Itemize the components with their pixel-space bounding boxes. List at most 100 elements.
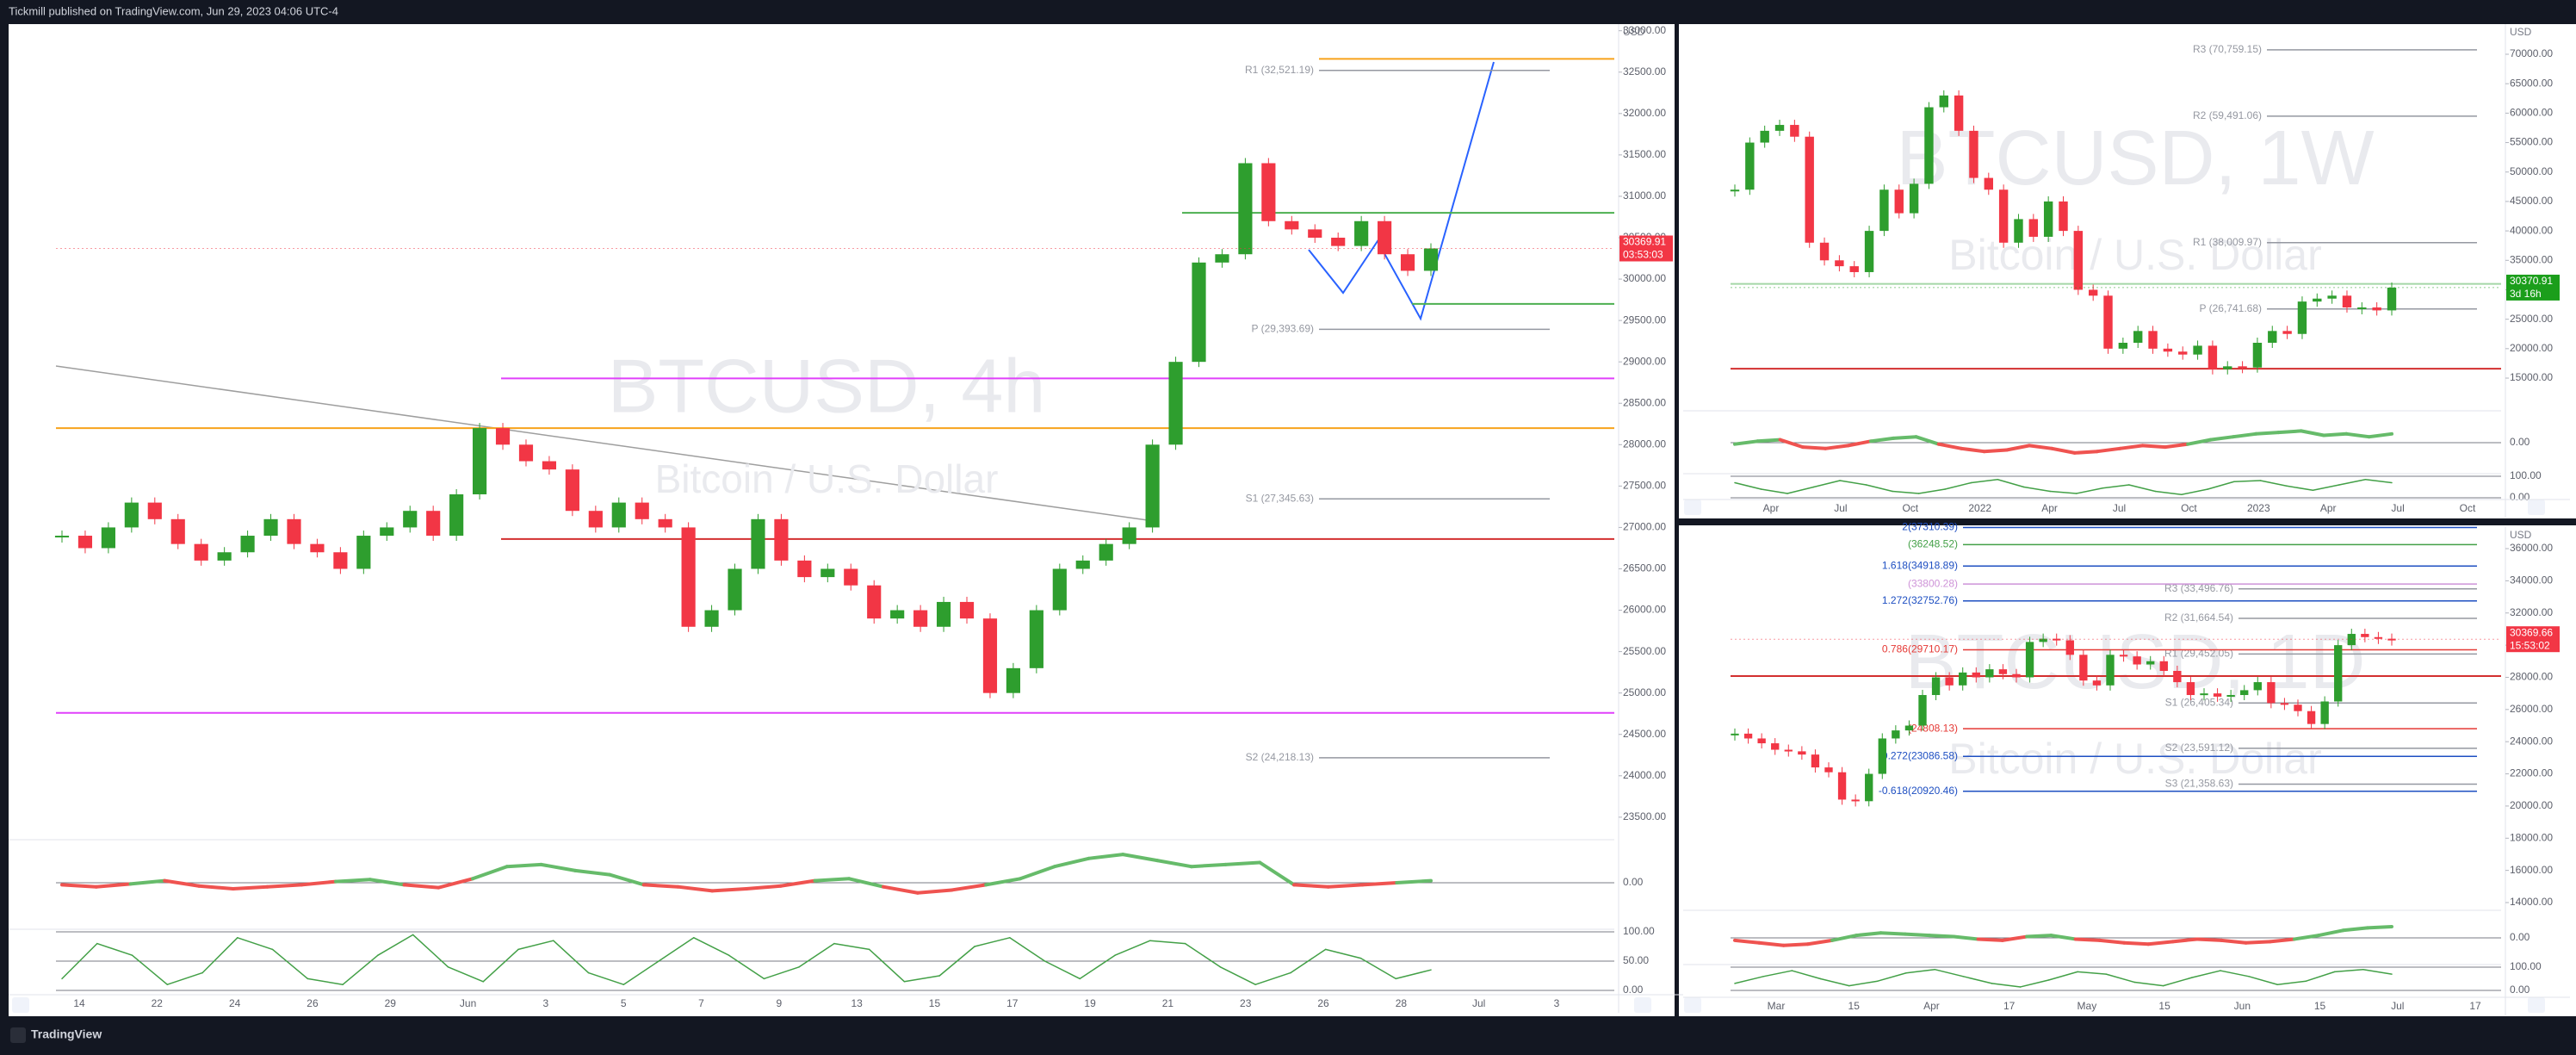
x-tick-label: 22 bbox=[152, 997, 164, 1009]
candle bbox=[2159, 661, 2168, 672]
candle bbox=[820, 568, 835, 578]
osc-segment bbox=[2025, 934, 2053, 939]
candle bbox=[170, 518, 185, 544]
osc-segment bbox=[1952, 934, 1980, 941]
y-tick-label: 14000.00 bbox=[2510, 896, 2553, 908]
candle bbox=[774, 518, 789, 561]
candle bbox=[2025, 642, 2034, 678]
osc-segment bbox=[798, 942, 835, 968]
osc-segment bbox=[61, 942, 98, 980]
osc-segment bbox=[745, 884, 783, 891]
candle bbox=[263, 518, 278, 537]
y-tick-label: 25500.00 bbox=[1623, 645, 1666, 657]
osc-segment bbox=[2146, 940, 2175, 946]
y-tick-label: 31000.00 bbox=[1623, 189, 1666, 202]
osc-segment bbox=[2259, 480, 2288, 487]
osc-segment bbox=[2365, 924, 2393, 930]
y-tick-label: 32500.00 bbox=[1623, 65, 1666, 78]
candle bbox=[913, 610, 928, 627]
osc-segment bbox=[1155, 859, 1193, 869]
candle bbox=[658, 518, 672, 528]
candle bbox=[2226, 695, 2235, 698]
osc-segment bbox=[813, 877, 851, 883]
level-label: P (26,741.68) bbox=[2200, 302, 2263, 314]
candle bbox=[1029, 610, 1043, 668]
osc-segment bbox=[307, 977, 344, 985]
x-tick-label: Jul bbox=[2391, 502, 2404, 514]
osc-segment bbox=[2208, 435, 2235, 442]
osc-segment bbox=[1258, 860, 1296, 887]
x-tick-label: 19 bbox=[1084, 997, 1096, 1009]
candle bbox=[2357, 307, 2367, 309]
osc-segment bbox=[2019, 979, 2050, 988]
candle bbox=[1192, 262, 1206, 363]
osc-segment bbox=[1324, 948, 1362, 959]
candle bbox=[1939, 95, 1948, 108]
osc-segment bbox=[763, 966, 800, 980]
osc-tick-label: 50.00 bbox=[1623, 954, 1649, 966]
button[interactable] bbox=[2528, 500, 2545, 515]
osc-segment bbox=[1991, 983, 2022, 988]
level-label: -0.618(20920.46) bbox=[1879, 785, 1958, 797]
button[interactable] bbox=[12, 997, 29, 1013]
osc-segment bbox=[1960, 446, 1986, 454]
candle bbox=[1878, 738, 1886, 774]
osc-segment bbox=[1914, 435, 1941, 446]
x-tick-label: Jul bbox=[2391, 1000, 2404, 1012]
candle bbox=[2213, 693, 2222, 697]
y-tick-label: 26000.00 bbox=[1623, 604, 1666, 616]
osc-segment bbox=[778, 878, 817, 888]
osc-segment bbox=[658, 937, 695, 962]
candle bbox=[2200, 693, 2208, 696]
x-tick-label: 3 bbox=[543, 997, 549, 1009]
last-price-box bbox=[2506, 626, 2560, 653]
level-label: R1 (29,452.05) bbox=[2164, 648, 2233, 660]
candle bbox=[635, 502, 649, 519]
y-tick-label: 35000.00 bbox=[2510, 253, 2553, 265]
level-label: 2(37310.39) bbox=[1902, 521, 1958, 533]
candle bbox=[2065, 640, 2074, 655]
osc-segment bbox=[2341, 926, 2369, 933]
osc-segment bbox=[2095, 446, 2122, 454]
candle bbox=[426, 511, 441, 537]
osc-segment bbox=[2102, 484, 2130, 489]
button[interactable] bbox=[2528, 997, 2545, 1013]
osc-segment bbox=[2191, 970, 2221, 978]
countdown: 03:53:03 bbox=[1623, 249, 1663, 261]
candle bbox=[959, 601, 975, 619]
level-label: (36248.52) bbox=[1908, 538, 1958, 550]
osc-segment bbox=[1778, 438, 1805, 450]
osc-segment bbox=[2050, 446, 2077, 455]
level-label: R3 (70,759.15) bbox=[2193, 43, 2262, 55]
candle bbox=[2053, 638, 2061, 641]
osc-segment bbox=[2186, 438, 2213, 446]
candle bbox=[1894, 189, 1904, 214]
osc-segment bbox=[974, 937, 1011, 947]
osc-segment bbox=[2286, 485, 2314, 491]
candle bbox=[1423, 248, 1439, 271]
candle bbox=[2297, 301, 2307, 334]
candle bbox=[1954, 95, 1964, 131]
x-tick-label: Apr bbox=[1763, 502, 1780, 514]
button[interactable] bbox=[1684, 997, 1701, 1013]
osc-segment bbox=[1762, 970, 1793, 977]
osc-segment bbox=[882, 884, 920, 895]
candle bbox=[77, 536, 93, 549]
button[interactable] bbox=[1634, 997, 1651, 1013]
x-tick-label: Apr bbox=[2041, 502, 2058, 514]
x-tick-label: Jun bbox=[2234, 1000, 2251, 1012]
osc-segment bbox=[447, 966, 484, 983]
osc-segment bbox=[1997, 479, 2025, 488]
osc-segment bbox=[1359, 957, 1396, 980]
candle bbox=[1760, 130, 1769, 143]
osc-segment bbox=[693, 937, 730, 956]
last-price: 30369.91 bbox=[1623, 236, 1666, 248]
osc-segment bbox=[1903, 932, 1932, 938]
candle bbox=[1879, 189, 1889, 232]
osc-segment bbox=[1114, 940, 1151, 956]
last-price-box bbox=[2506, 274, 2560, 301]
panel-4h bbox=[9, 24, 1675, 1016]
osc-segment bbox=[587, 971, 625, 985]
button[interactable] bbox=[1684, 500, 1701, 515]
osc-segment bbox=[2170, 937, 2199, 944]
